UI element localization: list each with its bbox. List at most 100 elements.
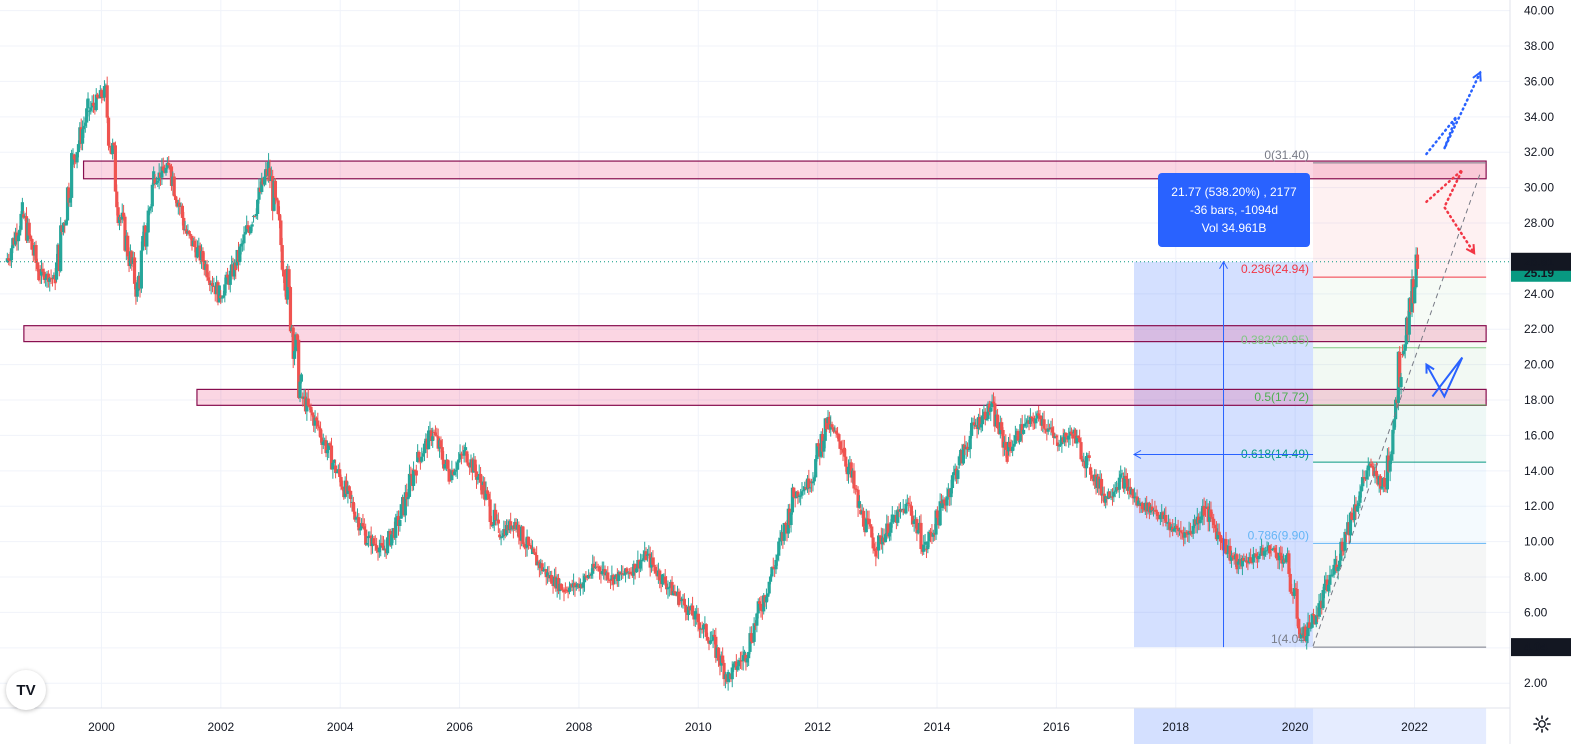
- candle-body: [1150, 506, 1154, 511]
- candle-body: [708, 640, 712, 644]
- candle-body: [603, 569, 607, 576]
- gear-icon[interactable]: [1532, 714, 1552, 734]
- x-tick-label: 2012: [804, 720, 831, 734]
- candle-body: [909, 505, 914, 516]
- candle-body: [353, 511, 357, 520]
- candle-body: [509, 521, 513, 530]
- candle-body: [771, 566, 775, 569]
- candle-body: [770, 566, 774, 577]
- candle-body: [1088, 467, 1093, 475]
- candle-body: [439, 440, 443, 448]
- y-tick-label: 8.00: [1524, 570, 1548, 584]
- x-tick-label: 2008: [566, 720, 593, 734]
- candle-body: [433, 432, 438, 436]
- candle-body: [696, 613, 700, 623]
- candle-body: [1212, 518, 1216, 526]
- candle-body: [1244, 560, 1249, 563]
- candle-body: [1262, 550, 1266, 556]
- candle-body: [837, 434, 841, 442]
- candle-body: [1340, 541, 1344, 551]
- candle-body: [532, 548, 536, 553]
- candle-body: [1250, 562, 1254, 564]
- candle-body: [362, 526, 366, 530]
- candle-body: [1359, 486, 1364, 492]
- y-tick-label: 28.00: [1524, 216, 1554, 230]
- candle-body: [366, 536, 371, 539]
- candle-body: [1246, 562, 1250, 564]
- candle-body: [256, 199, 260, 214]
- candle-body: [1366, 465, 1370, 471]
- candle-body: [1046, 428, 1050, 432]
- candle-body: [156, 180, 160, 183]
- y-tick-label: 18.00: [1524, 393, 1554, 407]
- candle-body: [187, 231, 191, 235]
- y-tick-label: 34.00: [1524, 110, 1554, 124]
- candle-body: [778, 538, 782, 542]
- x-tick-label: 2006: [446, 720, 473, 734]
- candle-body: [1213, 525, 1217, 529]
- candle-body: [736, 666, 740, 670]
- candle-body: [1076, 435, 1080, 439]
- candle-body: [1337, 560, 1342, 567]
- candle-body: [1154, 509, 1158, 512]
- candle-body: [364, 529, 368, 545]
- candle-body: [1042, 419, 1046, 429]
- x-axis[interactable]: 2000 2002 2004 2006 2008 2010 2012 2014 2016 2018…: [0, 707, 1510, 734]
- candle-body: [50, 278, 55, 280]
- candle-body: [1210, 517, 1214, 519]
- candle-body: [1108, 491, 1112, 498]
- candle-body: [712, 634, 717, 637]
- candle-body: [949, 488, 953, 498]
- candle-body: [351, 501, 355, 512]
- candle-body: [1317, 603, 1321, 617]
- candle-body: [822, 440, 826, 452]
- candle-body: [1119, 474, 1123, 478]
- candle-body: [195, 247, 200, 258]
- candle-body: [1203, 507, 1208, 509]
- candle-body: [1175, 525, 1179, 528]
- candle-body: [732, 663, 736, 668]
- candle-body: [573, 583, 577, 588]
- candle-body: [277, 214, 282, 221]
- candle-body: [1257, 555, 1261, 560]
- measure-range-axis-highlight: [1133, 708, 1314, 744]
- support-resistance-zones[interactable]: [23, 160, 1487, 406]
- candle-body: [335, 471, 339, 474]
- candle-body: [295, 334, 299, 340]
- x-tick-label: 2002: [207, 720, 234, 734]
- candle-body: [922, 544, 926, 552]
- candle-body: [1071, 434, 1075, 439]
- candle-body: [22, 214, 26, 218]
- candle-body: [422, 443, 427, 454]
- measure-line-2: -36 bars, -1094d: [1189, 203, 1279, 217]
- last-price-label: 25.81: [1524, 255, 1554, 269]
- candle-body: [634, 568, 639, 573]
- candle-body: [970, 422, 974, 436]
- candle-body: [68, 197, 72, 203]
- candle-body: [1277, 552, 1281, 561]
- candle-body: [1057, 445, 1061, 447]
- candle-body: [831, 427, 836, 432]
- candle-body: [799, 495, 803, 497]
- candle-body: [182, 217, 186, 231]
- trend-line: [1312, 173, 1481, 647]
- candle-body: [608, 579, 613, 581]
- drawings[interactable]: [0, 70, 1510, 648]
- x-tick-label: 2018: [1162, 720, 1189, 734]
- candle-body: [1352, 504, 1357, 521]
- candle-body: [870, 526, 874, 538]
- candle-body: [381, 545, 386, 551]
- candle-body: [800, 491, 804, 496]
- candle-body: [1273, 547, 1277, 553]
- candle-body: [164, 167, 168, 173]
- y-axis[interactable]: 2.004.006.008.0010.0012.0014.0016.0018.0…: [1509, 0, 1580, 744]
- candle-body: [1299, 633, 1303, 639]
- candle-body: [116, 207, 120, 224]
- projection-path: [1425, 71, 1482, 156]
- candle-body: [275, 197, 279, 201]
- candle-body: [180, 205, 185, 218]
- candle-body: [321, 441, 325, 445]
- candle-body: [1228, 545, 1232, 561]
- tradingview-logo-icon[interactable]: TV: [6, 670, 46, 710]
